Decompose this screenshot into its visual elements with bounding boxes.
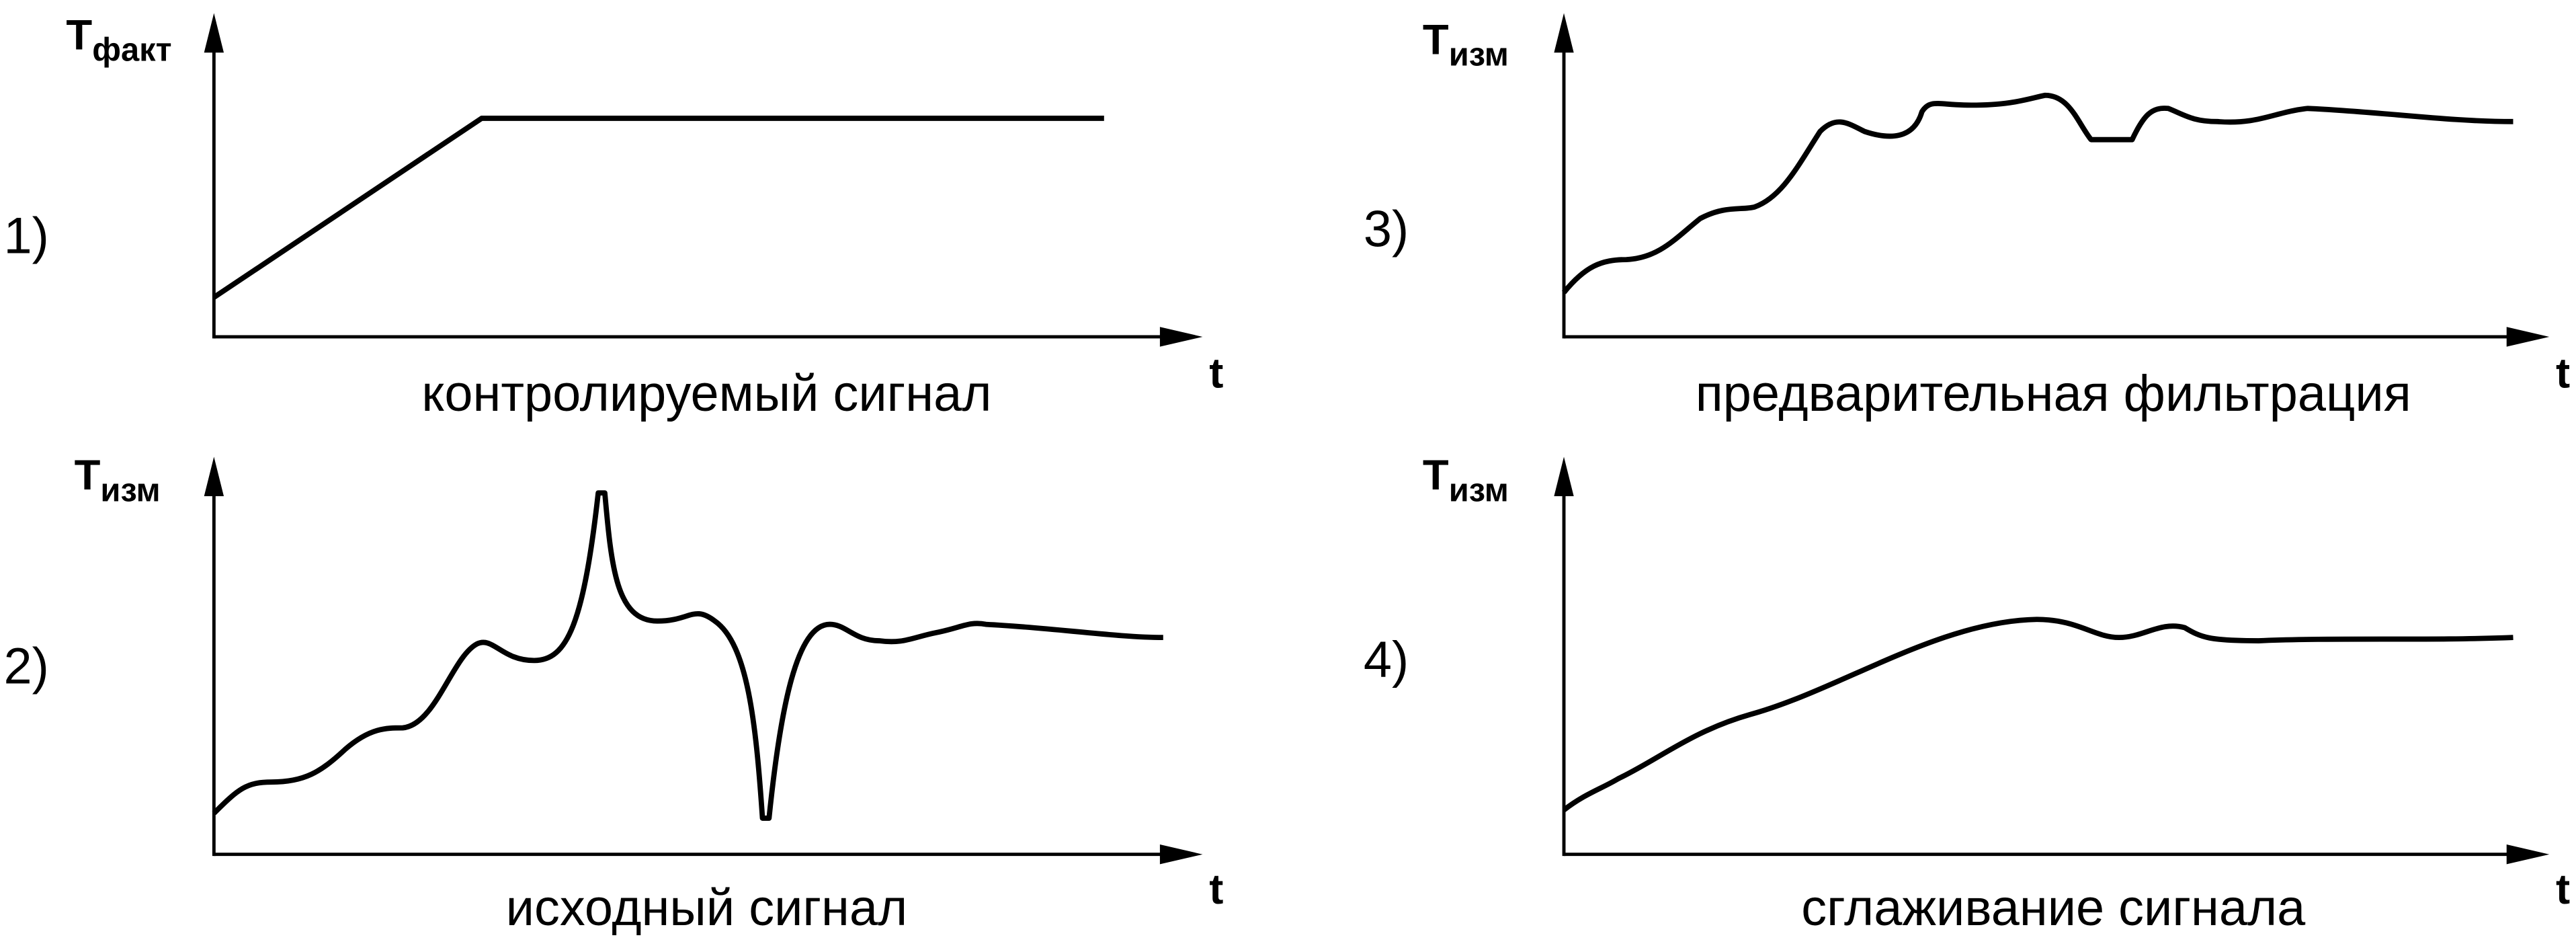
- arrow-head: [1554, 13, 1574, 53]
- y-axis-label: Тизм: [1423, 16, 1509, 73]
- arrow-head: [2506, 327, 2550, 347]
- caption: исходный сигнал: [506, 879, 908, 937]
- label-main: Т: [75, 451, 101, 499]
- panel-number: 2): [4, 638, 49, 695]
- caption: контролируемый сигнал: [421, 365, 991, 422]
- label-main: Т: [66, 11, 92, 58]
- x-axis-label: t: [1209, 350, 1223, 397]
- y-axis-label: Тизм: [75, 451, 161, 508]
- caption: предварительная фильтрация: [1696, 365, 2411, 422]
- signal-curve: [212, 116, 1104, 300]
- y-axis-label: Тфакт: [66, 11, 171, 68]
- arrow-head: [1159, 327, 1203, 347]
- arrow-head: [2506, 844, 2550, 865]
- label-main: Т: [1423, 16, 1449, 64]
- signal-curve: [1562, 617, 2513, 812]
- signal-curve: [1562, 92, 2513, 294]
- panel: 1) Тфакт t контролируемый сигнал: [4, 11, 1224, 422]
- y-axis-label: Тизм: [1423, 451, 1509, 508]
- panel-number: 3): [1364, 201, 1409, 258]
- panel: 4) Тизм t сглаживание сигнала: [1364, 451, 2570, 937]
- label-sub: изм: [100, 472, 160, 508]
- signal-curve: [212, 490, 1163, 821]
- x-axis-label: t: [2556, 350, 2570, 397]
- arrow-head: [204, 457, 224, 496]
- label-sub: изм: [1449, 37, 1509, 73]
- panel-number: 1): [4, 207, 49, 264]
- label-main: Т: [1423, 451, 1449, 499]
- label-sub: факт: [92, 32, 171, 68]
- x-axis-label: t: [1209, 865, 1223, 913]
- arrow-head: [204, 13, 224, 53]
- caption: сглаживание сигнала: [1801, 879, 2306, 937]
- x-axis-label: t: [2556, 865, 2570, 913]
- panel-number: 4): [1364, 631, 1409, 688]
- panel: 3) Тизм t предварительная фильтрация: [1364, 13, 2570, 422]
- panel: 2) Тизм t исходный сигнал: [4, 451, 1224, 937]
- arrow-head: [1159, 844, 1203, 865]
- arrow-head: [1554, 457, 1574, 496]
- label-sub: изм: [1449, 472, 1509, 508]
